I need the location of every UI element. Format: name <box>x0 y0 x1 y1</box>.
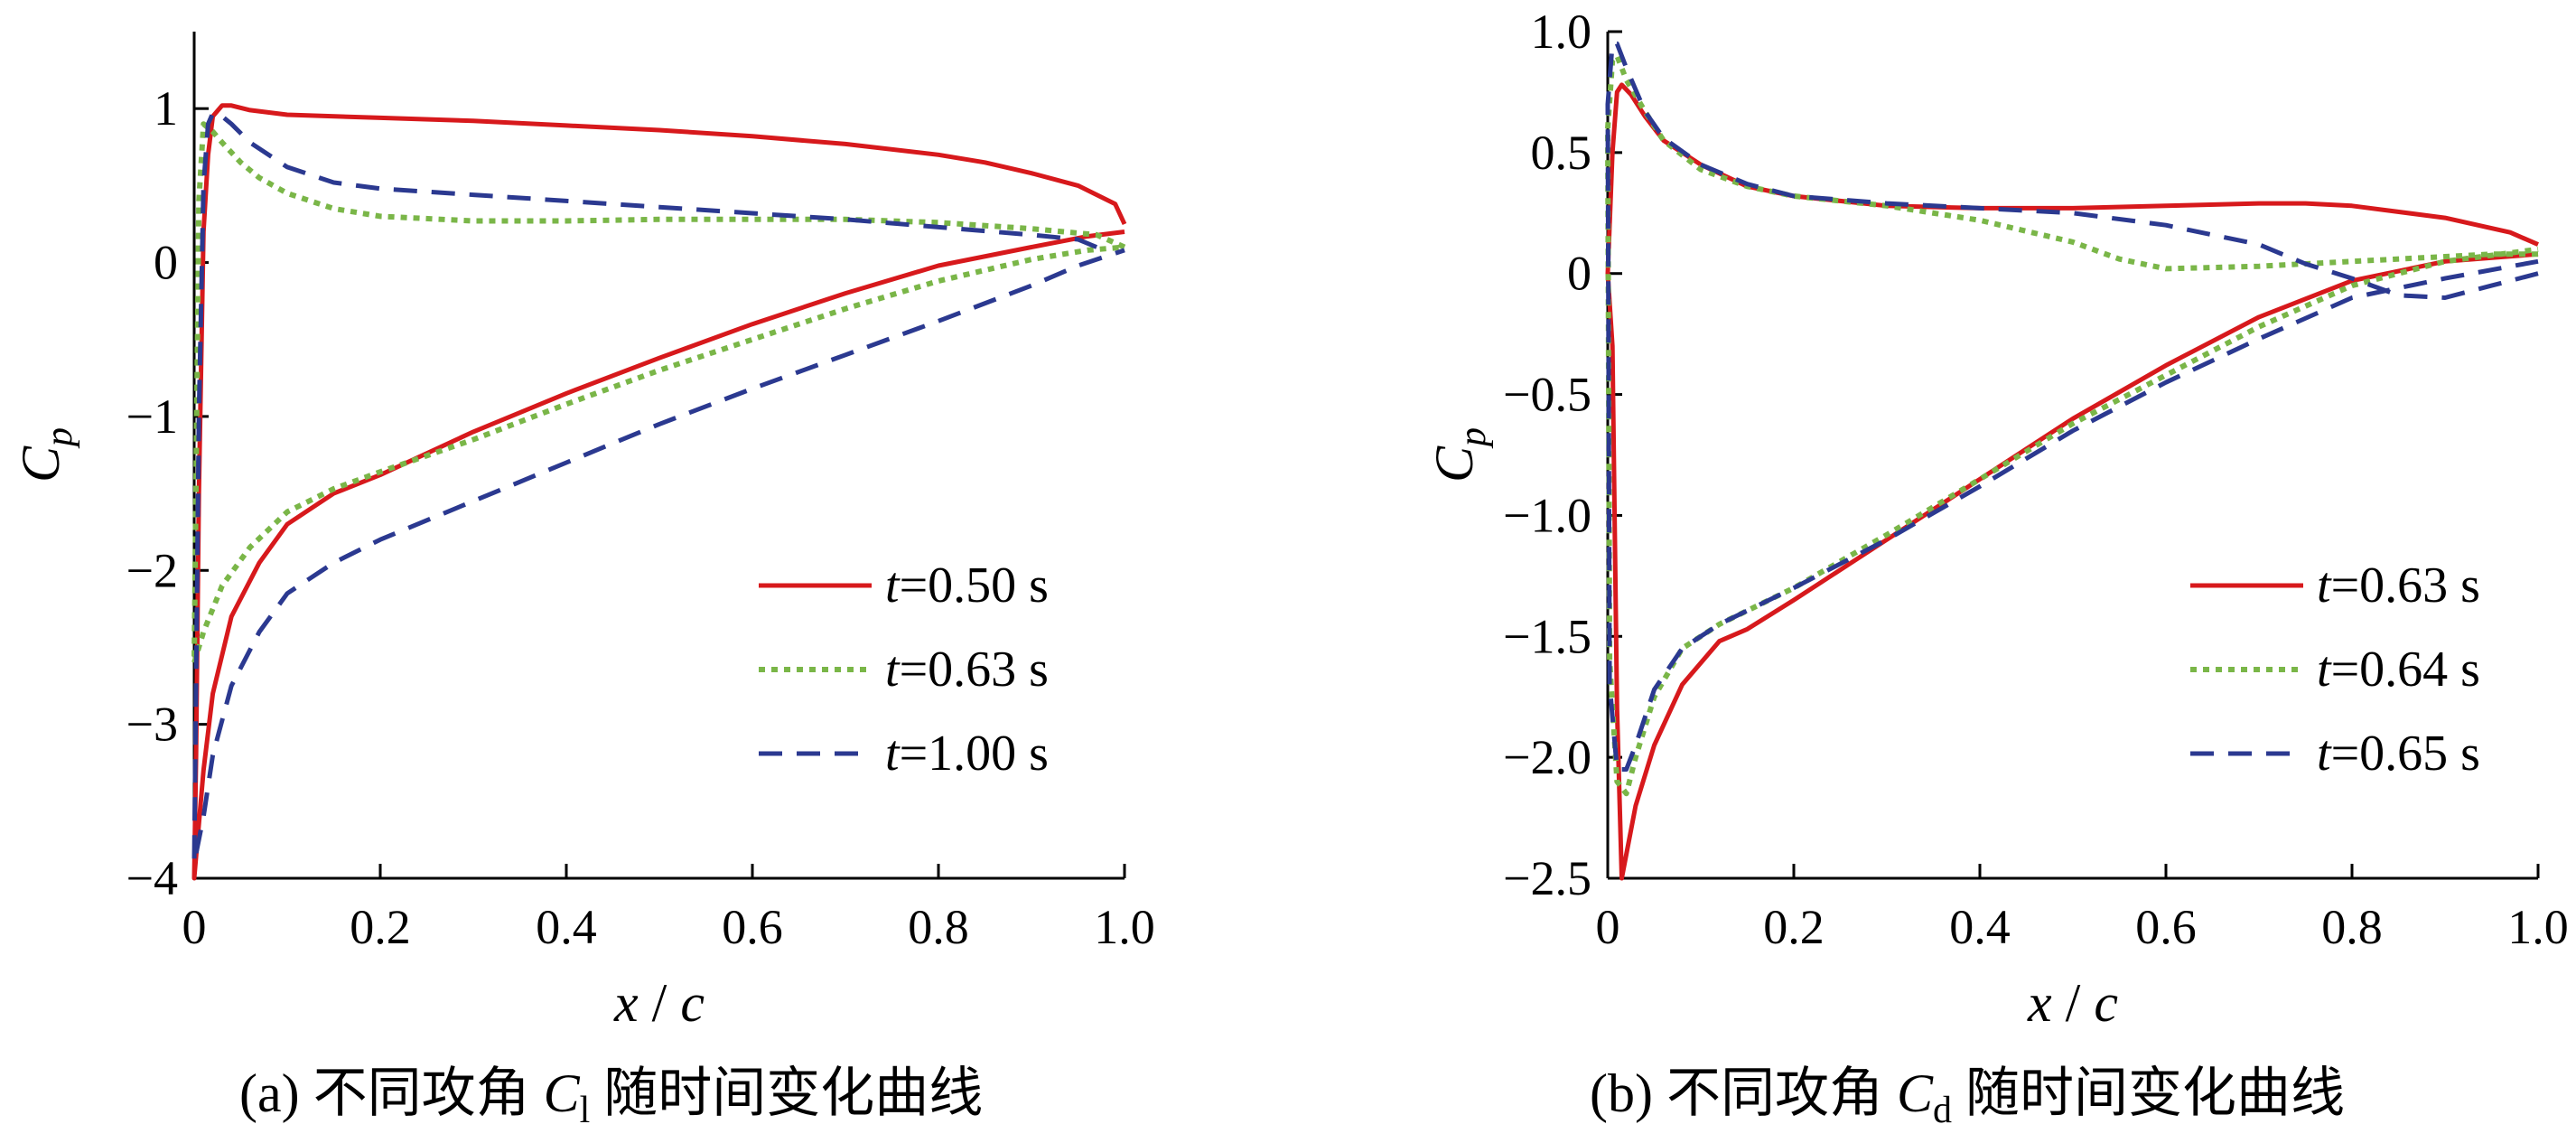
legend-label-2: t=0.63 s <box>885 642 1049 698</box>
x-tick-label: 0 <box>1596 900 1620 954</box>
series-line-3 <box>191 110 1125 866</box>
y-axis-label: Cp <box>11 427 80 482</box>
y-tick-label: −2 <box>126 543 178 597</box>
chart-panel-a: 0 0.2 0.4 0.6 0.8 1.0 1 0 −1 −2 −3 −4 x / c Cp t=0.50 … <box>11 32 1155 1131</box>
y-tick-label: −0.5 <box>1503 368 1591 422</box>
x-tick-label: 0.2 <box>1763 900 1825 954</box>
x-tick-label: 0 <box>182 900 207 954</box>
x-axis-label: x / c <box>613 973 705 1033</box>
series-line-2 <box>191 121 1126 666</box>
y-axis-label: Cp <box>1424 427 1494 482</box>
x-tick-label: 0.6 <box>722 900 783 954</box>
y-tick-label: 1.0 <box>1531 5 1592 59</box>
series-line-2 <box>1605 52 2539 797</box>
figure-caption: (b) 不同攻角 Cd 随时间变化曲线 <box>1590 1063 2345 1131</box>
legend-label-2: t=0.64 s <box>2317 642 2480 698</box>
x-tick-label: 1.0 <box>2507 900 2569 954</box>
y-tick-label: −1.0 <box>1503 488 1591 542</box>
y-tick-label: 0.5 <box>1531 126 1592 180</box>
series-line-1 <box>1605 82 2539 881</box>
x-tick-label: 0.8 <box>908 900 969 954</box>
figure-caption: (a) 不同攻角 Cl 随时间变化曲线 <box>239 1063 983 1131</box>
y-tick-label: −3 <box>126 698 178 752</box>
y-tick-label: −1 <box>126 389 178 444</box>
legend-label-3: t=1.00 s <box>885 726 1049 782</box>
y-tick-label: 0 <box>154 236 178 290</box>
legend-label-1: t=0.63 s <box>2317 557 2480 614</box>
x-tick-label: 0.2 <box>350 900 411 954</box>
legend-label-1: t=0.50 s <box>885 557 1049 614</box>
y-tick-label: −2.5 <box>1503 851 1591 905</box>
y-tick-label: 0 <box>1567 247 1591 301</box>
x-tick-label: 0.6 <box>2135 900 2197 954</box>
x-tick-label: 0.8 <box>2321 900 2383 954</box>
y-tick-label: −4 <box>126 851 178 905</box>
chart-panel-b: 0 0.2 0.4 0.6 0.8 1.0 1.0 0.5 0 −0.5 −1.0 −1.5 −2.0 −… <box>1424 5 2569 1131</box>
y-tick-label: 1 <box>154 81 178 136</box>
y-tick-label: −2.0 <box>1503 730 1591 784</box>
legend-label-3: t=0.65 s <box>2317 726 2480 782</box>
series-line-3 <box>1605 41 2539 772</box>
x-axis-label: x / c <box>2027 973 2118 1033</box>
x-tick-label: 1.0 <box>1094 900 1155 954</box>
y-tick-label: −1.5 <box>1503 609 1591 663</box>
x-tick-label: 0.4 <box>536 900 597 954</box>
x-tick-label: 0.4 <box>1949 900 2011 954</box>
